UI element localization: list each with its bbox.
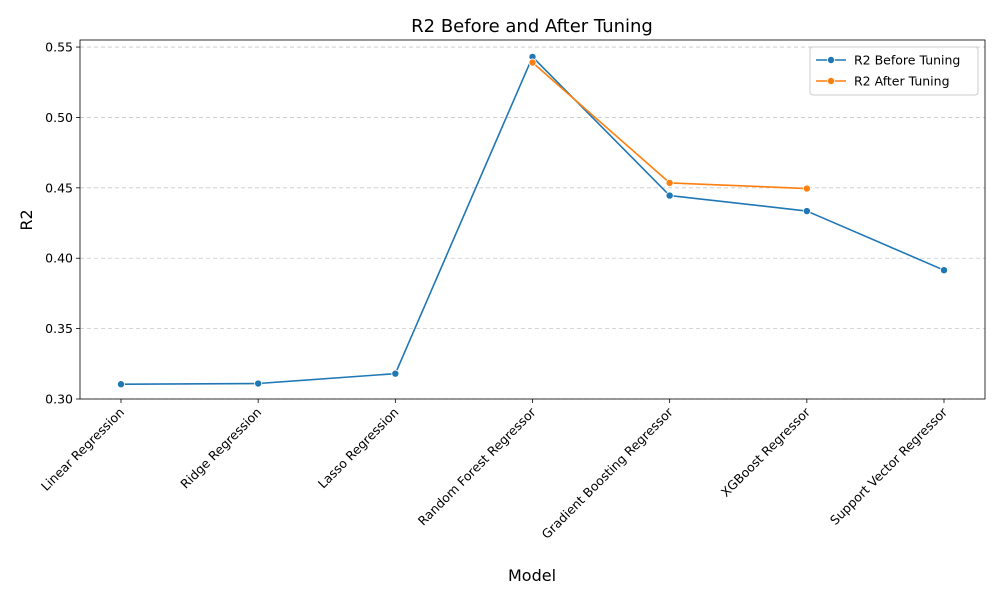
y-axis-label: R2 bbox=[17, 209, 36, 230]
x-tick-label: Gradient Boosting Regressor bbox=[539, 404, 677, 542]
data-point bbox=[254, 379, 263, 388]
x-tick-label: Ridge Regression bbox=[177, 405, 264, 492]
legend-marker-0 bbox=[827, 56, 836, 65]
y-tick-label: 0.40 bbox=[45, 251, 73, 266]
chart-title: R2 Before and After Tuning bbox=[411, 16, 653, 37]
data-point bbox=[802, 207, 811, 216]
series-line-1 bbox=[531, 61, 807, 190]
x-tick-label: Random Forest Regressor bbox=[415, 404, 539, 528]
data-point bbox=[391, 369, 400, 378]
data-point bbox=[802, 184, 811, 193]
legend-label-0: R2 Before Tuning bbox=[854, 53, 960, 68]
data-point bbox=[117, 380, 126, 389]
data-point bbox=[665, 178, 674, 187]
legend: R2 Before Tuning R2 After Tuning bbox=[809, 46, 979, 96]
x-tick-label: Support Vector Regressor bbox=[827, 404, 951, 528]
y-tick-label: 0.45 bbox=[45, 180, 73, 195]
x-axis-ticks: Linear Regression Ridge Regression Lasso R… bbox=[38, 399, 951, 542]
y-tick-label: 0.35 bbox=[45, 321, 73, 336]
data-point bbox=[528, 58, 537, 67]
series-lines bbox=[117, 52, 949, 389]
y-tick-label: 0.50 bbox=[45, 110, 73, 125]
grid-lines bbox=[80, 46, 985, 400]
legend-box bbox=[809, 46, 979, 96]
legend-marker-1 bbox=[827, 77, 836, 86]
data-point bbox=[940, 266, 949, 275]
x-tick-label: XGBoost Regressor bbox=[718, 404, 814, 500]
legend-label-1: R2 After Tuning bbox=[854, 74, 950, 89]
data-point bbox=[665, 191, 674, 200]
series-line-0 bbox=[120, 56, 945, 386]
x-tick-label: Lasso Regression bbox=[315, 405, 402, 492]
x-tick-label: Linear Regression bbox=[38, 405, 127, 494]
y-axis-ticks: 0.30 0.35 0.40 0.45 0.50 0.55 bbox=[45, 40, 80, 407]
y-tick-label: 0.30 bbox=[45, 392, 73, 407]
y-tick-label: 0.55 bbox=[45, 40, 73, 55]
x-axis-label: Model bbox=[508, 566, 556, 585]
